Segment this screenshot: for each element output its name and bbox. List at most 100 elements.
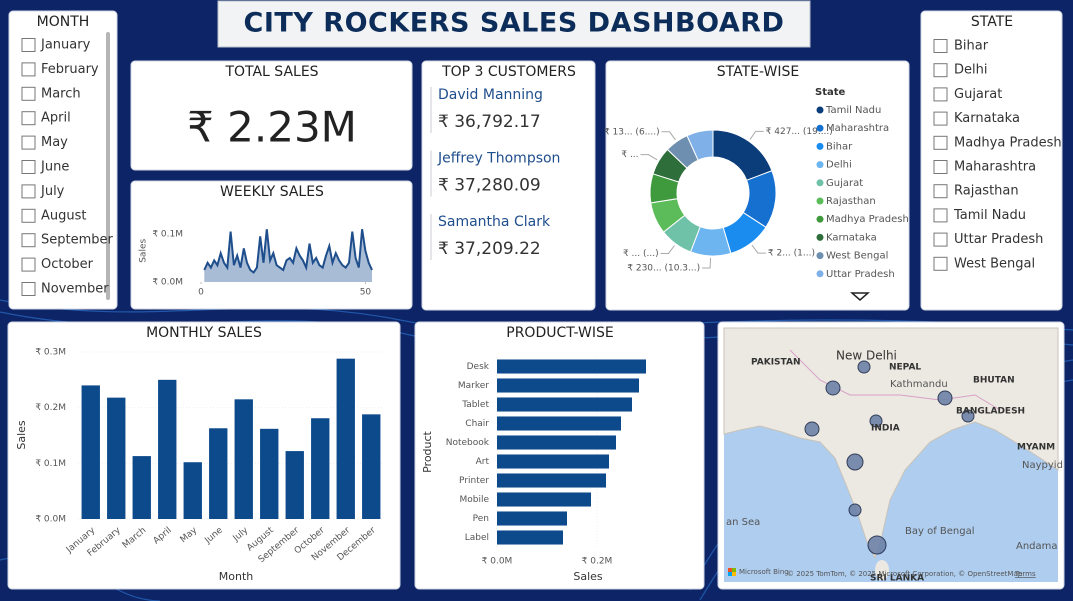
data-label: ₹ ... (...) — [623, 249, 659, 259]
donut-slice — [686, 129, 714, 161]
state-slicer-title: STATE — [971, 14, 1013, 30]
map-label: PAKISTAN — [751, 358, 800, 368]
slicer-item[interactable]: West Bengal — [954, 256, 1035, 271]
map-label: New Delhi — [836, 349, 897, 363]
checkbox[interactable] — [21, 282, 36, 296]
bar — [497, 435, 616, 450]
customer-amount: ₹ 36,792.17 — [438, 112, 541, 132]
slicer-item[interactable]: March — [41, 86, 81, 101]
leader-line — [660, 245, 675, 254]
slicer-item[interactable]: Karnataka — [954, 111, 1020, 126]
x-tick-label: ₹ 0.2M — [582, 557, 613, 567]
leader-line — [661, 131, 676, 141]
slicer-item[interactable]: Gujarat — [954, 87, 1002, 102]
legend-scroll-arrow[interactable] — [850, 292, 870, 301]
y-axis-title: Product — [421, 430, 434, 472]
slicer-item[interactable]: Delhi — [954, 63, 987, 78]
checkbox[interactable] — [21, 86, 36, 101]
x-axis-title: Sales — [573, 570, 603, 583]
slicer-item[interactable]: Rajasthan — [954, 184, 1019, 199]
slicer-item[interactable]: November — [41, 282, 109, 297]
bar — [497, 473, 606, 488]
legend-marker — [816, 252, 824, 260]
y-tick-label: Marker — [458, 381, 489, 391]
legend-label: Tamil Nadu — [825, 105, 881, 116]
checkbox[interactable] — [933, 39, 948, 53]
bar — [497, 416, 621, 431]
slicer-item[interactable]: Bihar — [954, 39, 989, 54]
checkbox[interactable] — [21, 135, 36, 150]
map-label: BANGLADESH — [956, 407, 1025, 417]
checkbox[interactable] — [933, 160, 948, 174]
bing-logo — [728, 568, 736, 576]
bar — [497, 359, 646, 374]
checkbox[interactable] — [21, 62, 36, 77]
legend-marker — [816, 179, 824, 187]
slicer-item[interactable]: October — [41, 257, 94, 272]
bar — [311, 418, 330, 519]
checkbox[interactable] — [933, 111, 948, 126]
map-terms[interactable]: Terms — [1014, 570, 1036, 578]
dashboard-title: CITY ROCKERS SALES DASHBOARD — [244, 8, 785, 39]
monthly-panel — [7, 321, 401, 590]
bar — [107, 397, 126, 519]
legend-label: Bihar — [826, 141, 853, 152]
checkbox[interactable] — [933, 87, 948, 102]
checkbox[interactable] — [933, 232, 948, 247]
map-label: MYANM — [1017, 443, 1055, 453]
slicer-item[interactable]: April — [41, 111, 71, 126]
slicer-item[interactable]: Madhya Pradesh — [954, 135, 1062, 150]
slicer-item[interactable]: Uttar Pradesh — [954, 232, 1043, 247]
checkbox[interactable] — [21, 233, 36, 248]
y-tick-label: ₹ 0.0M — [152, 278, 183, 288]
checkbox[interactable] — [933, 184, 948, 199]
leader-line — [749, 130, 764, 140]
bar — [497, 454, 609, 469]
map-label: Kathmandu — [890, 379, 948, 390]
legend-marker — [816, 106, 824, 114]
chart-title: PRODUCT-WISE — [506, 325, 613, 341]
map-label: BHUTAN — [973, 376, 1015, 386]
slicer-item[interactable]: February — [41, 62, 99, 77]
checkbox[interactable] — [933, 256, 948, 271]
checkbox[interactable] — [21, 257, 36, 272]
map[interactable] — [723, 327, 1059, 582]
slicer-item[interactable]: September — [41, 233, 114, 248]
chart-title: STATE-WISE — [717, 64, 799, 80]
checkbox[interactable] — [933, 135, 948, 150]
slicer-item[interactable]: July — [40, 184, 65, 199]
slicer-item[interactable]: May — [41, 135, 68, 150]
bar — [497, 492, 591, 507]
legend-marker — [816, 197, 824, 205]
map-label: SRI LANKA — [870, 574, 924, 584]
legend-marker — [816, 215, 824, 223]
checkbox[interactable] — [933, 63, 948, 78]
month-slicer-title: MONTH — [37, 14, 90, 30]
checkbox[interactable] — [21, 38, 36, 52]
slicer-item[interactable]: Maharashtra — [954, 160, 1036, 175]
slicer-item[interactable]: January — [40, 38, 91, 53]
map-label: NEPAL — [889, 363, 921, 373]
legend-title: State — [815, 87, 846, 98]
slicer-item[interactable]: Tamil Nadu — [953, 208, 1026, 223]
checkbox[interactable] — [21, 160, 36, 174]
legend-label: Uttar Pradesh — [826, 269, 895, 280]
scrollbar[interactable] — [106, 32, 110, 300]
customer-amount: ₹ 37,209.22 — [438, 239, 541, 259]
customer-amount: ₹ 37,280.09 — [438, 176, 541, 196]
legend-marker — [816, 142, 824, 150]
slicer-item[interactable]: August — [41, 208, 87, 223]
leader-line — [702, 257, 712, 269]
checkbox[interactable] — [21, 111, 36, 126]
checkbox[interactable] — [21, 208, 36, 223]
bar — [234, 399, 253, 519]
y-tick-label: ₹ 0.1M — [152, 230, 183, 240]
chart-title: WEEKLY SALES — [220, 184, 324, 200]
state-slicer-panel — [920, 10, 1063, 311]
y-tick-label: ₹ 0.0M — [35, 515, 66, 525]
map-label: an Sea — [726, 517, 760, 528]
total-sales-panel — [130, 60, 413, 171]
checkbox[interactable] — [933, 208, 948, 223]
slicer-item[interactable]: June — [40, 160, 69, 175]
checkbox[interactable] — [21, 184, 36, 199]
